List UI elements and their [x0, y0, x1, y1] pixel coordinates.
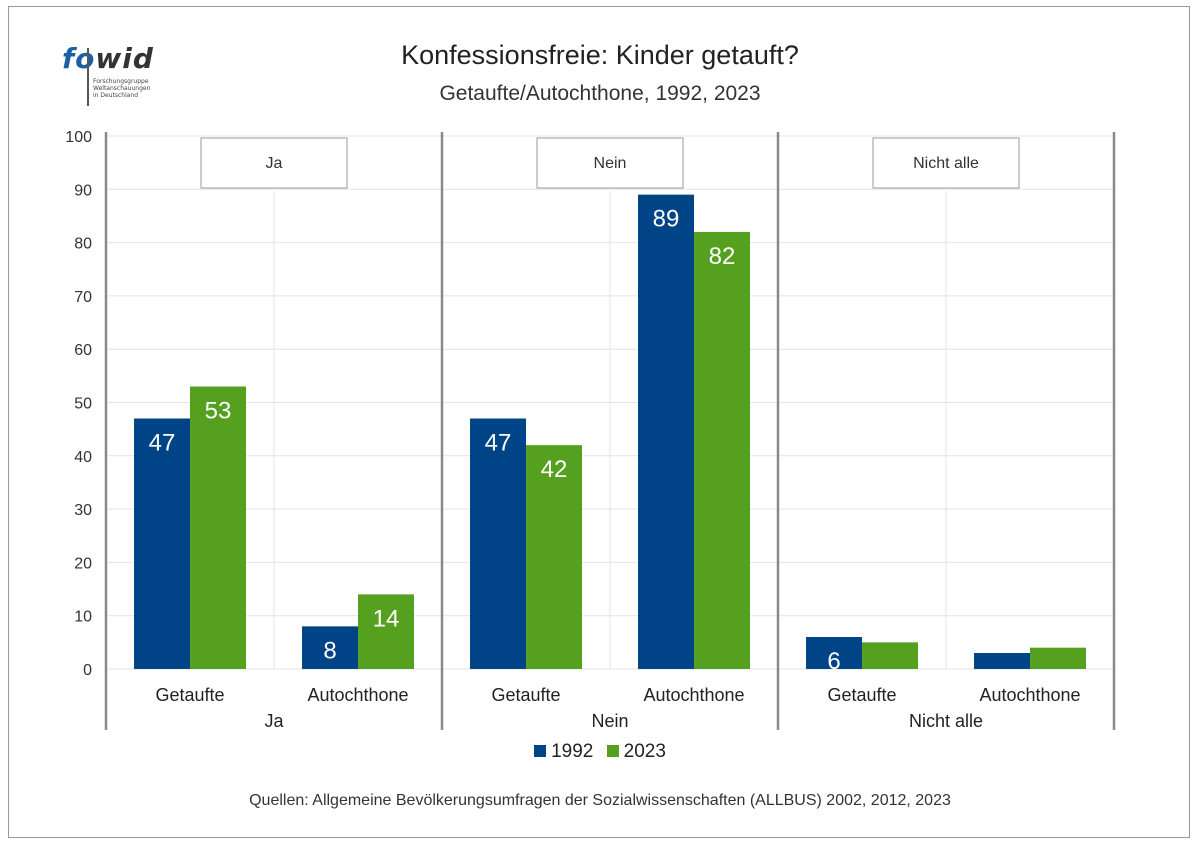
legend-label-1992: 1992 [551, 741, 594, 762]
category-label-0-0: Getaufte [155, 685, 224, 705]
logo-line-2: Weltanschauungen [93, 85, 151, 92]
panel-axis-label-1: Nein [591, 711, 628, 731]
bar-2023-0-0 [190, 386, 246, 669]
bar-1992-1-0 [470, 418, 526, 669]
data-label-2023-1-1: 82 [709, 243, 736, 270]
logo-divider [87, 48, 89, 106]
data-label-1992-2-0: 6 [827, 648, 840, 675]
category-label-2-1: Autochthone [979, 685, 1080, 705]
y-tick-label-40: 40 [74, 449, 92, 466]
y-tick-label-80: 80 [74, 236, 92, 253]
logo-wordmark: fowid [62, 42, 154, 75]
category-label-0-1: Autochthone [307, 685, 408, 705]
data-label-1992-0-0: 47 [149, 429, 176, 456]
bar-1992-2-1 [974, 653, 1030, 669]
legend-swatch-2023 [606, 745, 619, 757]
y-tick-label-50: 50 [74, 396, 92, 413]
panel-header-label-0: Ja [266, 155, 283, 172]
legend: 1992 2023 [0, 741, 1200, 763]
y-tick-label-0: 0 [83, 662, 92, 679]
y-tick-label-100: 100 [65, 129, 92, 146]
panel-header-label-2: Nicht alle [913, 155, 979, 172]
chart-frame [8, 6, 1190, 838]
data-label-2023-0-1: 14 [373, 605, 400, 632]
data-label-1992-0-1: 8 [323, 637, 336, 664]
panel-header-box-1 [536, 137, 684, 189]
y-tick-label-70: 70 [74, 289, 92, 306]
fowid-logo: fowid Forschungsgruppe Weltanschauungen … [62, 44, 182, 108]
bar-2023-2-0 [862, 642, 918, 669]
y-tick-label-20: 20 [74, 555, 92, 572]
data-label-1992-1-0: 47 [485, 429, 512, 456]
bar-1992-0-1 [302, 626, 358, 669]
chart-subtitle: Getaufte/Autochthone, 1992, 2023 [439, 82, 761, 105]
logo-line-3: in Deutschland [93, 92, 139, 99]
bar-1992-2-0 [806, 637, 862, 669]
data-label-1992-1-1: 89 [653, 206, 680, 233]
legend-swatch-1992 [534, 745, 547, 757]
bar-1992-1-1 [638, 194, 694, 669]
panel-header-box-0 [200, 137, 348, 189]
y-tick-label-90: 90 [74, 182, 92, 199]
bar-1992-0-0 [134, 418, 190, 669]
legend-item-2023: 2023 [606, 741, 666, 763]
y-tick-label-30: 30 [74, 502, 92, 519]
legend-item-1992: 1992 [534, 741, 593, 763]
logo-line-1: Forschungsgruppe [93, 78, 149, 85]
y-tick-label-10: 10 [74, 609, 92, 626]
panel-axis-label-2: Nicht alle [909, 711, 983, 731]
panel-header-label-1: Nein [594, 155, 627, 172]
category-label-2-0: Getaufte [827, 685, 896, 705]
source-note: Quellen: Allgemeine Bevölkerungsumfragen… [249, 792, 951, 809]
legend-label-2023: 2023 [623, 741, 666, 762]
bar-2023-0-1 [358, 594, 414, 669]
bar-2023-2-1 [1030, 647, 1086, 669]
data-label-2023-1-0: 42 [541, 456, 568, 483]
bar-2023-1-0 [526, 445, 582, 669]
panel-header-box-2 [872, 137, 1020, 189]
panel-axis-label-0: Ja [264, 711, 284, 731]
data-label-2023-0-0: 53 [205, 398, 232, 425]
y-tick-label-60: 60 [74, 342, 92, 359]
category-label-1-1: Autochthone [643, 685, 744, 705]
chart-title: Konfessionsfreie: Kinder getauft? [401, 40, 799, 70]
bar-2023-1-1 [694, 231, 750, 669]
category-label-1-0: Getaufte [491, 685, 560, 705]
